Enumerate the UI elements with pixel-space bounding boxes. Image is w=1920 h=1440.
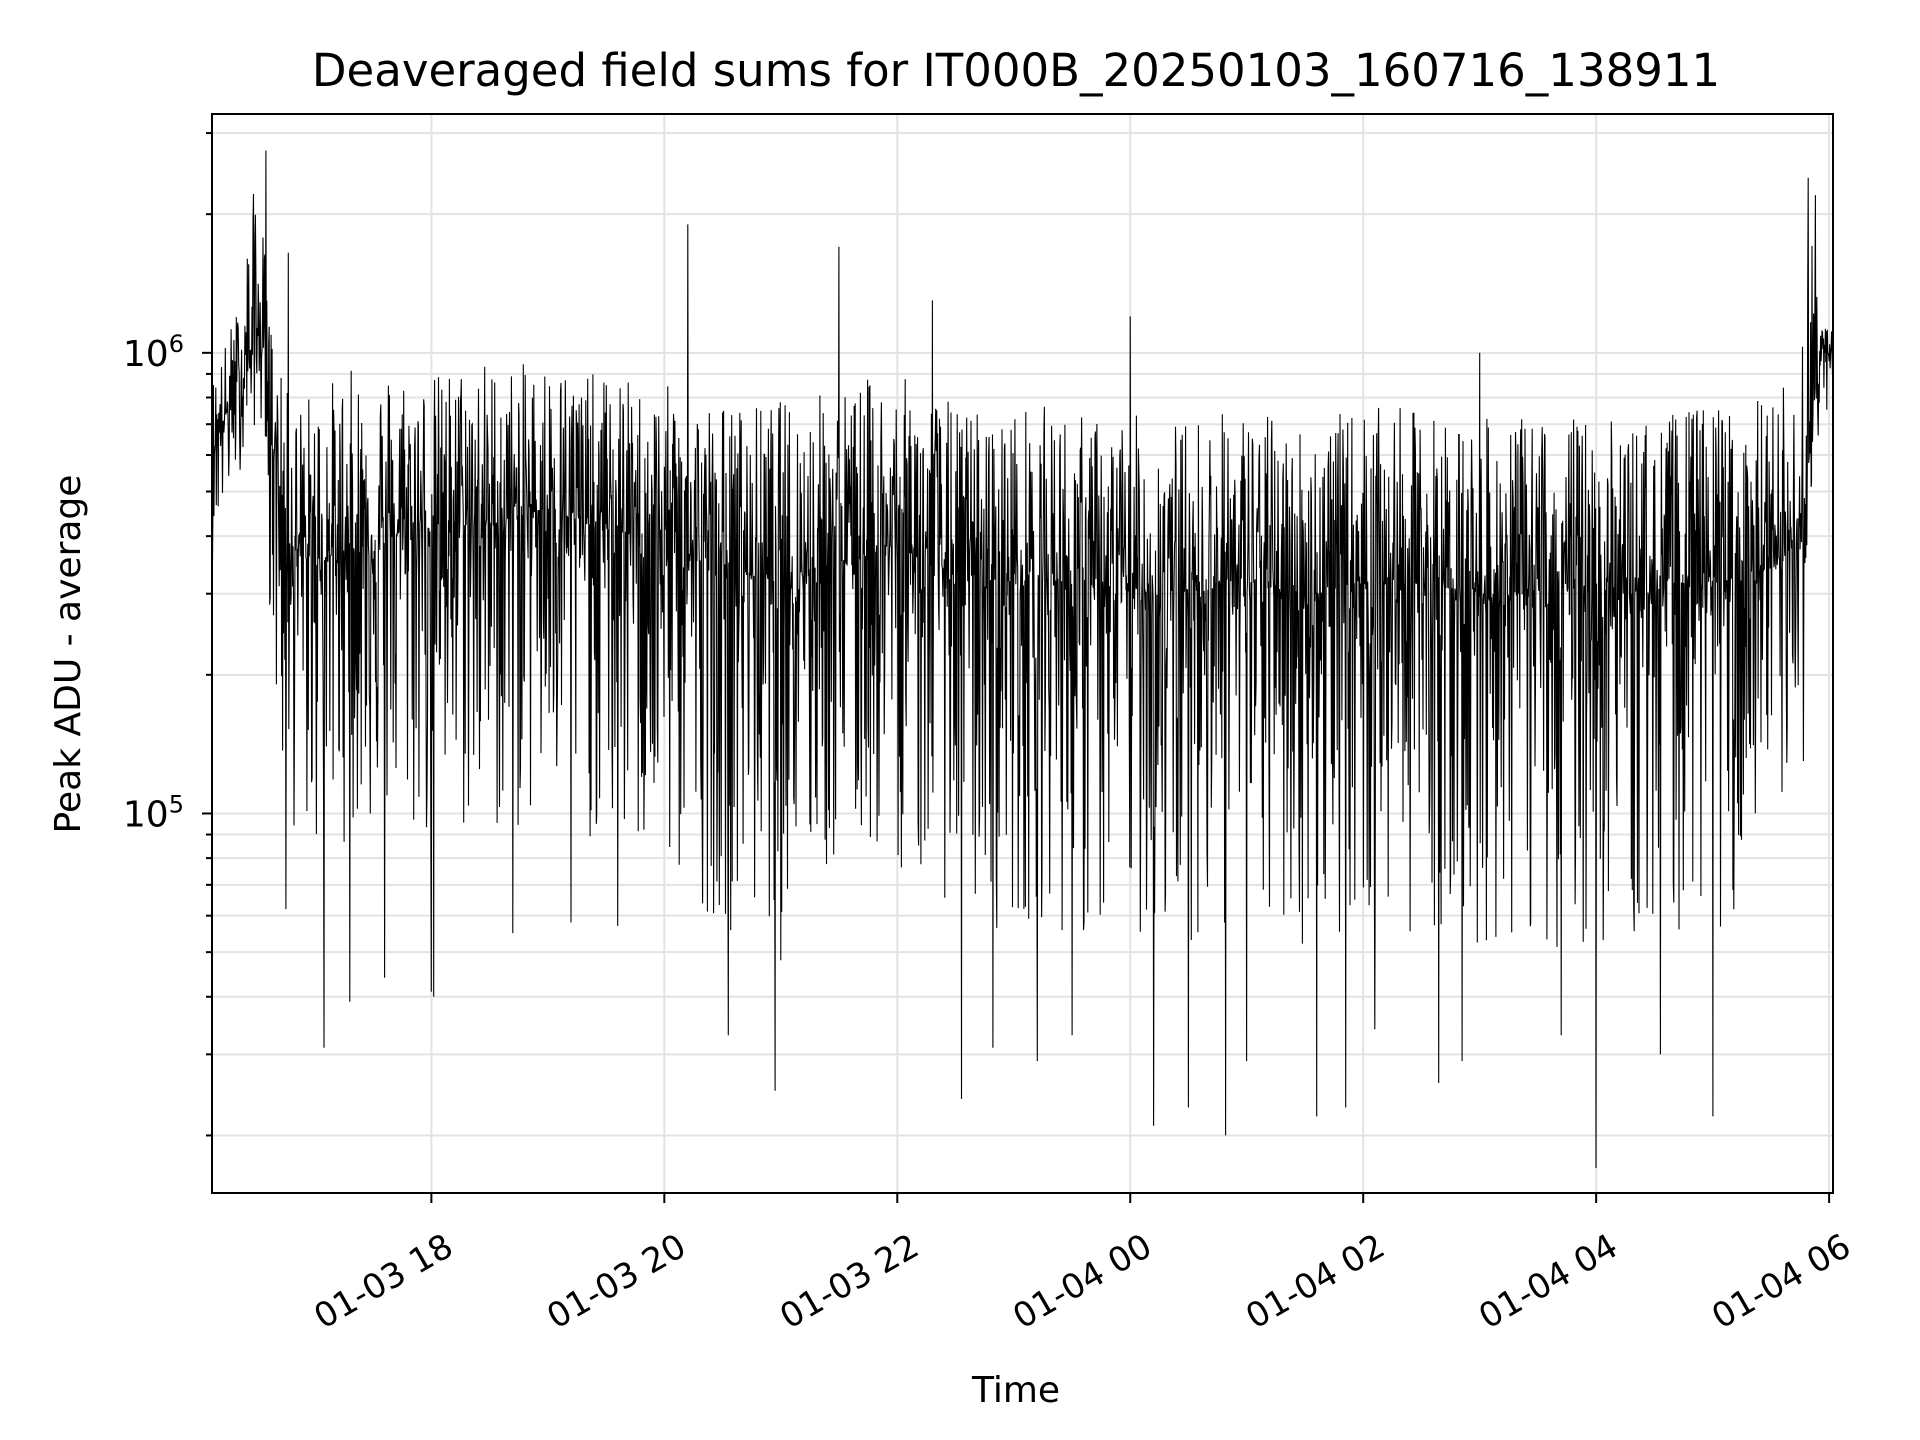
chart-title: Deaveraged field sums for IT000B_2025010… [312,44,1720,97]
series-line [212,150,1833,1169]
plot-frame [211,113,1834,1194]
x-axis-label: Time [971,1370,1060,1411]
series-layer [212,150,1833,1169]
y-tick-label: 106 [123,330,184,375]
y-axis-label: Peak ADU - average [48,475,89,834]
y-tick-label: 105 [123,790,184,835]
